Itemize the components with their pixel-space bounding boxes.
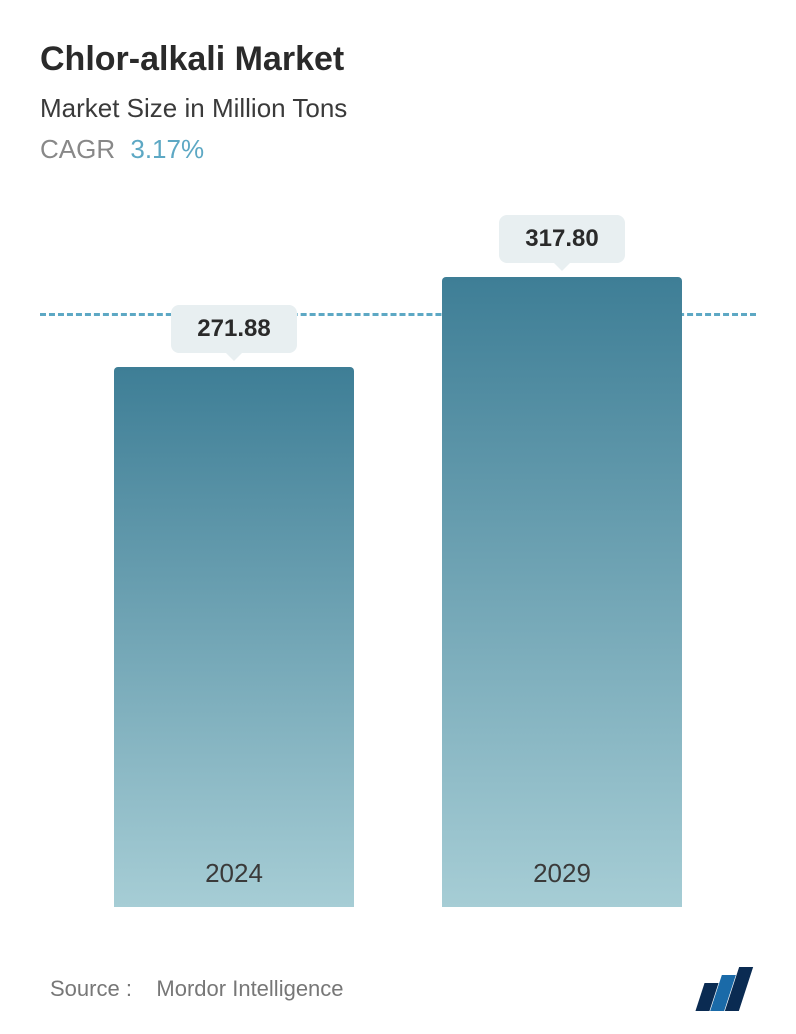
chart-subtitle: Market Size in Million Tons (40, 93, 756, 124)
source-name: Mordor Intelligence (156, 976, 343, 1001)
cagr-label: CAGR (40, 134, 115, 164)
value-badge-0: 271.88 (171, 305, 296, 353)
cagr-row: CAGR 3.17% (40, 134, 756, 165)
value-badge-1: 317.80 (499, 215, 624, 263)
x-label-0: 2024 (205, 858, 263, 889)
bar-1 (442, 277, 682, 907)
footer: Source : Mordor Intelligence (40, 967, 756, 1031)
bar-0 (114, 367, 354, 907)
chart-title: Chlor-alkali Market (40, 40, 756, 79)
x-label-1: 2029 (533, 858, 591, 889)
chart-container: Chlor-alkali Market Market Size in Milli… (0, 0, 796, 1034)
bar-group-0: 271.88 2024 (114, 305, 354, 907)
source-text: Source : Mordor Intelligence (50, 976, 344, 1002)
source-label: Source : (50, 976, 132, 1001)
cagr-value: 3.17% (130, 134, 204, 164)
chart-area: 271.88 2024 317.80 2029 (40, 215, 756, 967)
brand-logo-icon (698, 967, 746, 1011)
bar-group-1: 317.80 2029 (442, 215, 682, 907)
